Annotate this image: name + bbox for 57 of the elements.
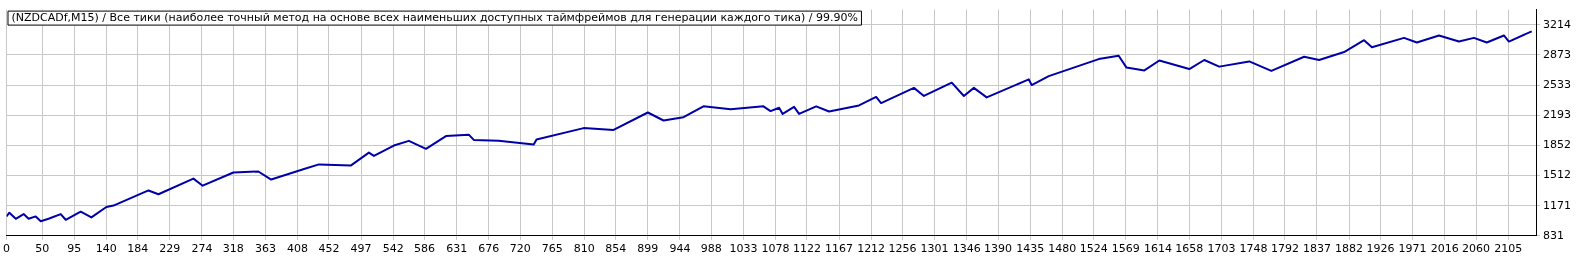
x-tick-label: 1480 <box>1048 242 1077 256</box>
x-tick-label: 765 <box>541 242 563 256</box>
x-tick-label: 1792 <box>1270 242 1299 256</box>
chart-title: (NZDCADf,M15) / Все тики (наиболее точный метод на основе всех наименьших доступных таймфреймов для генерации каждого тика) / 99.90% <box>11 11 858 25</box>
y-tick-label: 1852 <box>1543 138 1572 152</box>
x-tick-label: 274 <box>191 242 213 256</box>
x-tick-label: 586 <box>414 242 436 256</box>
x-tick-label: 1748 <box>1239 242 1268 256</box>
x-tick-label: 1167 <box>825 242 854 256</box>
x-tick-label: 452 <box>318 242 340 256</box>
x-tick-label: 0 <box>3 242 10 256</box>
x-tick-label: 1346 <box>952 242 981 256</box>
y-tick-label: 2533 <box>1543 77 1572 91</box>
x-tick-label: 1033 <box>729 242 758 256</box>
x-tick-label: 676 <box>478 242 500 256</box>
x-tick-label: 318 <box>222 242 244 256</box>
x-tick-label: 1390 <box>984 242 1013 256</box>
y-tick-label: 1171 <box>1543 198 1572 212</box>
x-tick-label: 1078 <box>761 242 790 256</box>
x-tick-label: 810 <box>573 242 595 256</box>
y-tick-label: 2873 <box>1543 47 1572 61</box>
y-tick-label: 1512 <box>1543 168 1572 182</box>
x-tick-label: 1703 <box>1207 242 1236 256</box>
x-tick-label: 408 <box>287 242 309 256</box>
y-tick-label: 831 <box>1543 228 1565 242</box>
x-tick-label: 1926 <box>1366 242 1395 256</box>
x-tick-label: 1212 <box>857 242 886 256</box>
x-tick-label: 140 <box>95 242 117 256</box>
x-tick-label: 2105 <box>1494 242 1523 256</box>
x-tick-label: 944 <box>669 242 691 256</box>
x-tick-label: 1256 <box>888 242 917 256</box>
x-tick-label: 2016 <box>1430 242 1459 256</box>
x-tick-label: 50 <box>35 242 50 256</box>
x-tick-label: 1569 <box>1111 242 1140 256</box>
x-tick-label: 631 <box>446 242 468 256</box>
x-tick-label: 229 <box>159 242 181 256</box>
x-tick-label: 1837 <box>1303 242 1331 256</box>
x-tick-label: 497 <box>350 242 372 256</box>
x-tick-label: 1614 <box>1143 242 1172 256</box>
y-tick-label: 2193 <box>1543 108 1572 122</box>
x-tick-label: 1971 <box>1398 242 1427 256</box>
x-tick-label: 1435 <box>1016 242 1045 256</box>
x-tick-label: 854 <box>605 242 627 256</box>
x-tick-label: 988 <box>700 242 722 256</box>
x-tick-label: 363 <box>254 242 276 256</box>
x-tick-label: 1658 <box>1175 242 1204 256</box>
x-tick-label: 720 <box>509 242 531 256</box>
x-tick-label: 1882 <box>1335 242 1364 256</box>
x-tick-label: 1524 <box>1079 242 1108 256</box>
x-tick-label: 95 <box>67 242 82 256</box>
x-tick-label: 1301 <box>920 242 949 256</box>
y-tick-label: 3214 <box>1543 17 1572 31</box>
x-tick-label: 542 <box>382 242 404 256</box>
x-tick-label: 899 <box>637 242 659 256</box>
x-tick-label: 2060 <box>1462 242 1491 256</box>
x-tick-label: 1122 <box>792 242 821 256</box>
x-tick-label: 184 <box>127 242 149 256</box>
